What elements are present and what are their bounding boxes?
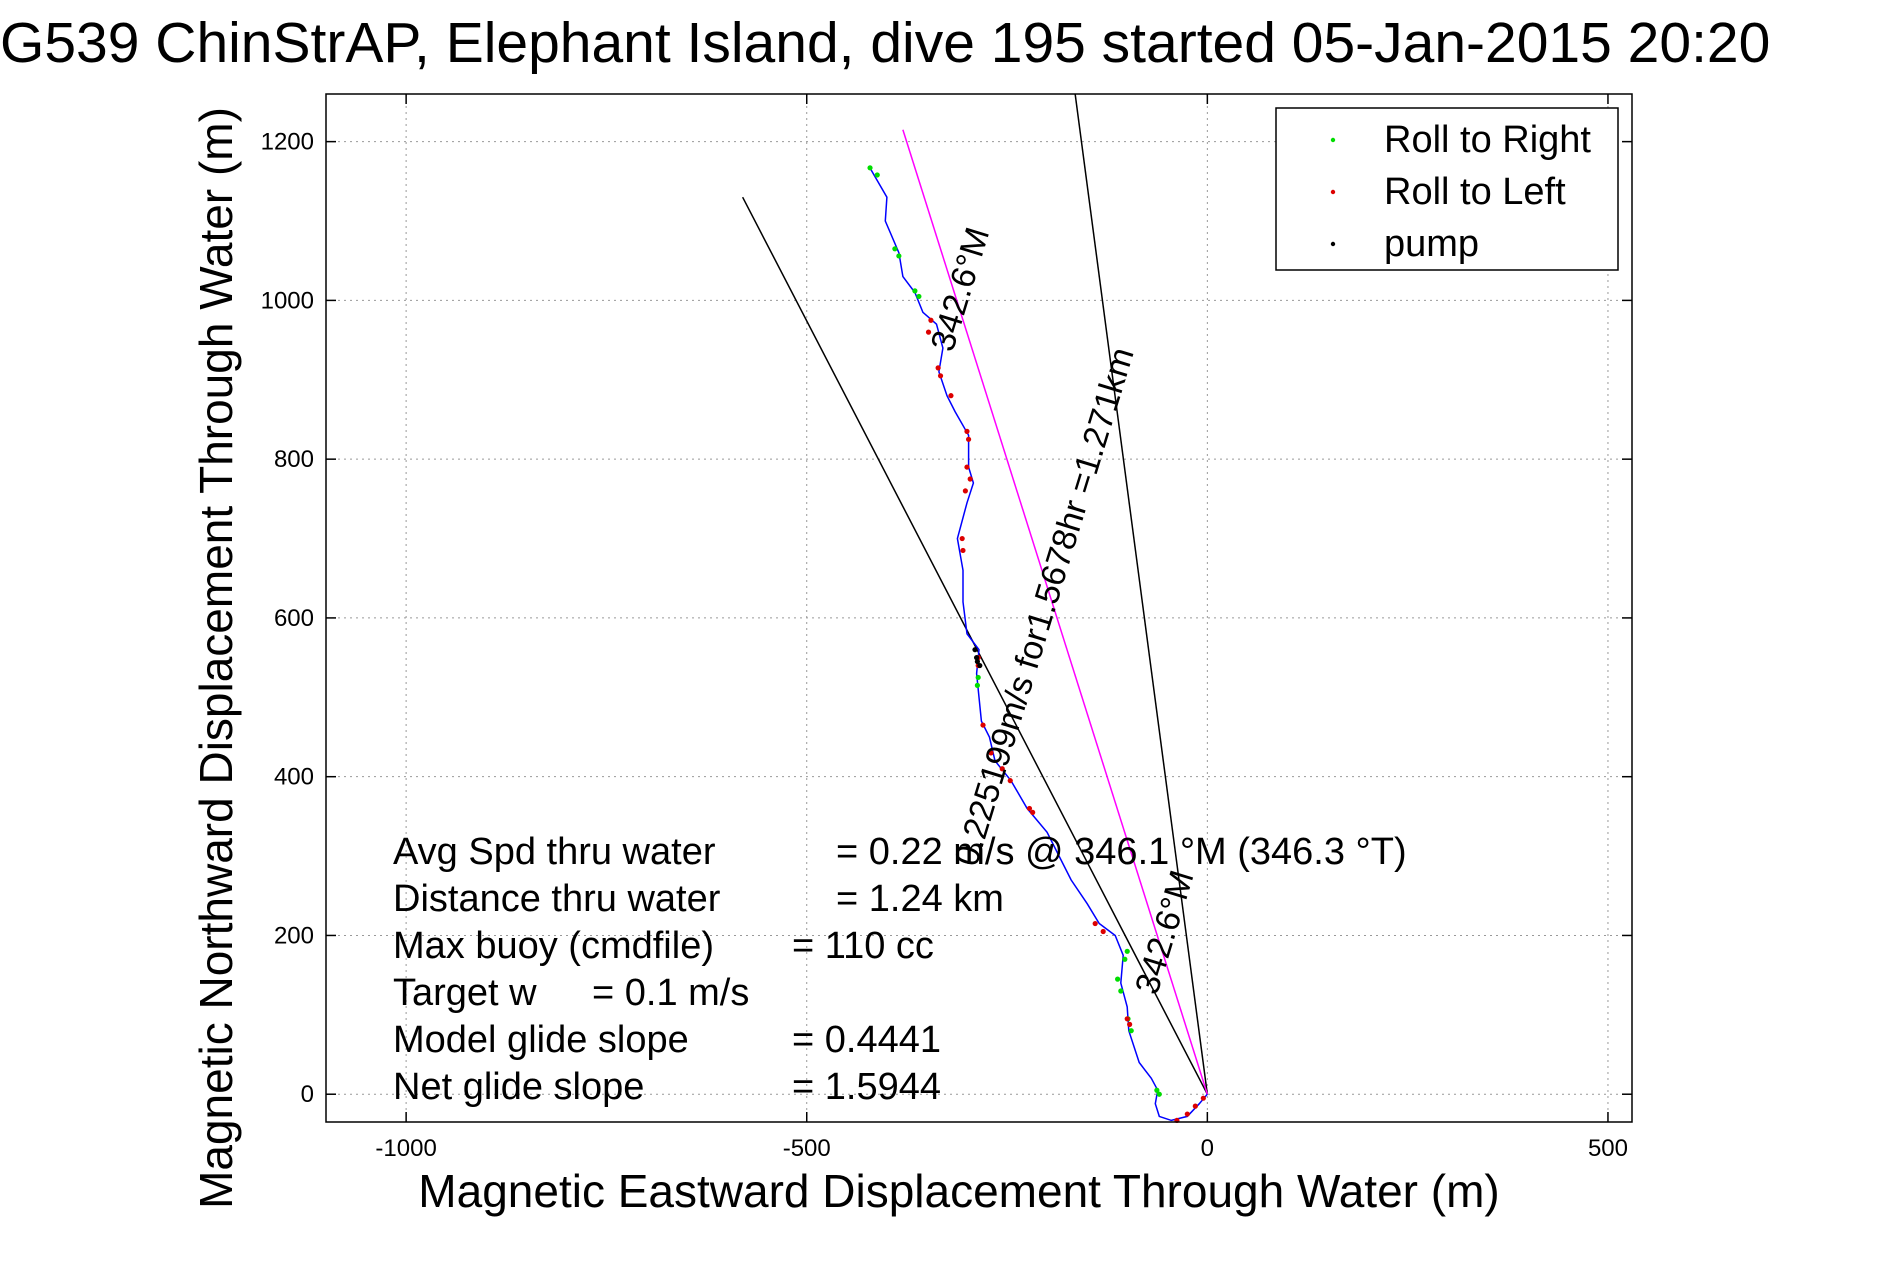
- roll-right-point: [1124, 948, 1130, 954]
- stat-label: Distance thru water: [393, 878, 721, 920]
- roll-right-point: [1154, 1087, 1160, 1093]
- legend-label: Roll to Left: [1384, 171, 1566, 213]
- legend-marker: [1330, 241, 1336, 247]
- roll-left-point: [988, 750, 994, 756]
- y-tick-label: 400: [274, 764, 314, 791]
- roll-left-point: [935, 365, 941, 371]
- stat-label: Net glide slope: [393, 1066, 644, 1108]
- reference-lines: [741, 93, 1209, 1095]
- roll-left-point: [1030, 809, 1036, 816]
- y-tick-label: 0: [301, 1081, 314, 1108]
- chart-title: G539 ChinStrAP, Elephant Island, dive 19…: [0, 11, 1770, 75]
- roll-right-point: [1115, 976, 1121, 982]
- roll-left-point: [1092, 920, 1098, 927]
- track-annotation: 342.6°M: [924, 223, 997, 356]
- roll-left-point: [1184, 1111, 1190, 1117]
- roll-left-point: [999, 766, 1005, 772]
- legend-label: Roll to Right: [1384, 119, 1591, 161]
- x-tick-label: -500: [783, 1135, 831, 1162]
- tick-marks: -1000 -500 0 500 0 200 400 600 800 1000 1200: [261, 94, 1632, 1162]
- stat-value: = 0.22 m/s @ 346.1 °M (346.3 °T): [836, 831, 1407, 873]
- legend-marker: [1330, 137, 1336, 143]
- stat-value: = 1.24 km: [836, 878, 1004, 920]
- reference-line: [902, 129, 1209, 1095]
- roll-left-point: [937, 373, 944, 379]
- legend-label: pump: [1384, 223, 1479, 265]
- roll-right-point: [912, 288, 918, 294]
- x-tick-label: 500: [1588, 1135, 1628, 1162]
- grid: [326, 94, 1632, 1122]
- roll-left-point: [964, 464, 970, 470]
- stat-label: Avg Spd thru water: [393, 831, 716, 873]
- roll-left-point: [1124, 1016, 1130, 1022]
- x-tick-label: -1000: [375, 1135, 436, 1162]
- roll-left-point: [1127, 1021, 1133, 1027]
- y-tick-label: 200: [274, 922, 314, 949]
- roll-left-point: [962, 488, 968, 494]
- y-tick-label: 1200: [261, 129, 314, 156]
- roll-right-point: [975, 674, 981, 681]
- stat-value: = 0.4441: [792, 1019, 941, 1061]
- roll-right-point: [1122, 956, 1128, 962]
- stat-label: Model glide slope: [393, 1019, 689, 1061]
- track-annotation: 0.225199m/s for1.5678hr =1.271km: [948, 343, 1142, 870]
- y-tick-label: 1000: [261, 287, 314, 314]
- roll-left-point: [1200, 1095, 1206, 1101]
- axes-box: [325, 93, 1633, 1123]
- roll-left-point: [980, 722, 986, 728]
- stat-label: Max buoy (cmdfile): [393, 925, 714, 967]
- x-tick-label: 0: [1201, 1135, 1214, 1162]
- reference-line: [741, 196, 1209, 1095]
- pump-point: [974, 658, 980, 665]
- roll-right-point: [1128, 1028, 1134, 1034]
- y-axis-label: Magnetic Northward Displacement Through …: [190, 107, 242, 1209]
- roll-right-point: [916, 293, 922, 300]
- pump-point: [973, 655, 980, 661]
- roll-left-point: [1192, 1103, 1198, 1109]
- legend: Roll to Right Roll to Left pump: [1275, 107, 1619, 271]
- roll-right-point: [1156, 1091, 1162, 1097]
- reference-line: [1074, 93, 1209, 1095]
- roll-right-point: [874, 172, 880, 178]
- stat-value: = 1.5944: [792, 1066, 941, 1108]
- stats-block: Avg Spd thru water = 0.22 m/s @ 346.1 °M …: [393, 831, 1407, 1108]
- stat-label: Target w: [393, 972, 537, 1014]
- roll-left-point: [1007, 778, 1013, 784]
- roll-left-point: [964, 428, 970, 434]
- pump-point: [977, 662, 983, 669]
- roll-right-point: [974, 682, 980, 688]
- x-axis-label: Magnetic Eastward Displacement Through W…: [418, 1165, 1499, 1217]
- stat-value: = 110 cc: [792, 925, 934, 967]
- track-annotation: 342.6°M: [1128, 866, 1201, 999]
- roll-left-point: [960, 547, 966, 554]
- roll-left-point: [959, 535, 965, 542]
- dive-track: [870, 169, 1208, 1122]
- roll-right-point: [892, 246, 898, 252]
- roll-left-point: [948, 393, 954, 399]
- legend-marker: [1330, 189, 1336, 195]
- roll-left-point: [928, 317, 934, 323]
- roll-left-point: [925, 329, 932, 335]
- y-tick-label: 600: [274, 605, 314, 632]
- y-tick-label: 800: [274, 446, 314, 473]
- roll-left-point: [1026, 805, 1033, 812]
- roll-right-point: [896, 253, 902, 259]
- roll-left-point: [967, 476, 973, 482]
- roll-left-point: [965, 436, 972, 442]
- track-line: [870, 169, 1208, 1122]
- stat-value: = 0.1 m/s: [592, 972, 749, 1014]
- roll-right-point: [867, 165, 873, 171]
- roll-left-point: [1100, 928, 1106, 935]
- pump-point: [972, 647, 978, 653]
- roll-right-point: [1118, 988, 1124, 994]
